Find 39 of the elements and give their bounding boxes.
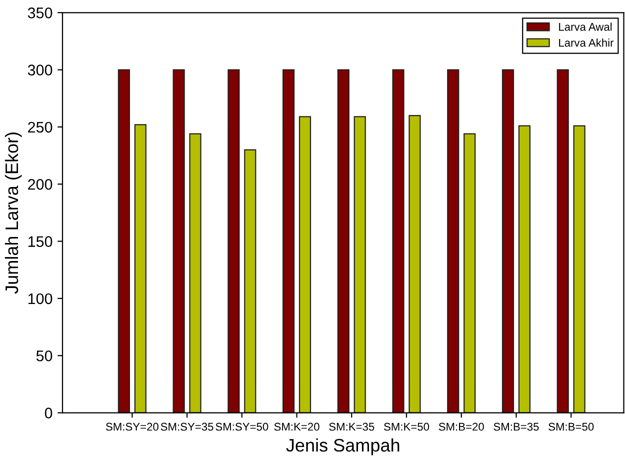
bar	[447, 69, 460, 413]
bar	[502, 69, 514, 413]
y-tick-label: 0	[44, 408, 52, 418]
bar	[337, 69, 350, 413]
y-tick-label: 100	[28, 293, 52, 304]
bar	[118, 69, 130, 413]
bar	[228, 69, 240, 413]
x-tick-label: SM:K=20	[274, 422, 320, 431]
y-tick-label: 250	[28, 122, 52, 133]
x-tick-label: SM:B=35	[494, 422, 539, 431]
x-tick-label: SM:K=35	[329, 422, 374, 431]
bar	[354, 116, 366, 413]
bar	[134, 124, 146, 413]
y-tick-label: 50	[36, 350, 52, 362]
bar	[573, 125, 586, 413]
y-tick-label: 350	[28, 8, 52, 18]
bar	[408, 114, 421, 413]
bar	[244, 149, 256, 413]
legend-label: Larva Akhir	[559, 38, 614, 47]
y-axis-title: Jumlah Larva (Ekor)	[4, 132, 22, 294]
bar	[189, 133, 202, 413]
x-tick-label: SM:B=50	[548, 422, 594, 431]
x-tick-label: SM:SY=35	[160, 422, 214, 431]
x-tick-label: SM:B=20	[438, 422, 484, 431]
bar	[464, 133, 476, 413]
bar	[172, 69, 185, 413]
y-tick-label: 200	[28, 178, 52, 190]
y-tick-label: 150	[28, 236, 52, 247]
y-tick-label: 300	[28, 64, 52, 76]
bar	[298, 116, 312, 413]
bar	[518, 125, 530, 413]
x-tick-label: SM:K=50	[384, 422, 430, 431]
x-tick-label: SM:SY=20	[106, 422, 158, 431]
legend-label: Larva Awal	[559, 22, 612, 31]
bar	[392, 69, 404, 413]
x-axis-title: Jenis Sampah	[286, 438, 400, 456]
bar	[282, 69, 295, 413]
x-tick-label: SM:SY=50	[216, 422, 268, 431]
bar	[556, 69, 569, 413]
